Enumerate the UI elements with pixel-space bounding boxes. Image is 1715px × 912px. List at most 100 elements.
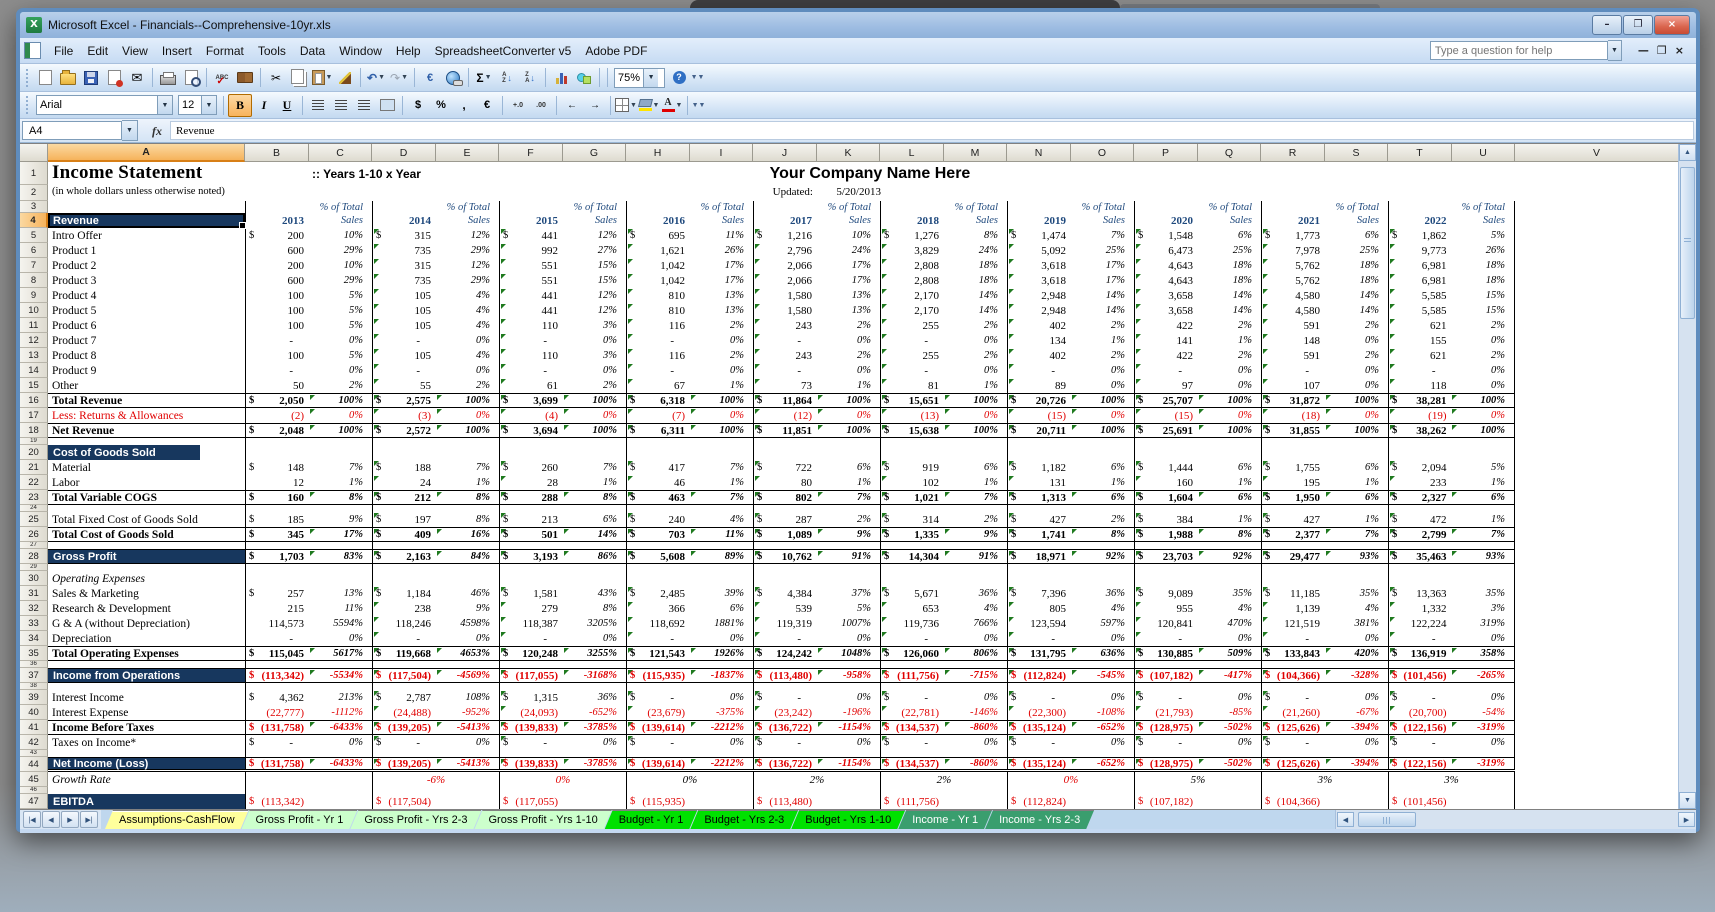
cell-pct[interactable]: 35% — [1198, 586, 1261, 601]
cell-value[interactable]: $ (128,975) — [1135, 721, 1198, 734]
cell-A29[interactable] — [48, 564, 245, 571]
cell-value[interactable]: 2017 — [754, 213, 817, 228]
cell-pct[interactable]: Sales — [1071, 213, 1134, 228]
cell-value[interactable] — [1262, 750, 1325, 757]
cell-pct[interactable] — [690, 787, 753, 794]
cell-value[interactable]: 591 — [1262, 318, 1325, 333]
cell-pct[interactable]: -6433% — [309, 758, 372, 769]
cell-pct[interactable] — [436, 564, 499, 571]
cell-value[interactable]: $441 — [500, 228, 563, 243]
cell-pct[interactable]: Sales — [690, 213, 753, 228]
cell-pct[interactable]: 100% — [1325, 424, 1388, 437]
cell-pct[interactable] — [1325, 683, 1388, 690]
cell-value[interactable]: (21,260) — [1262, 705, 1325, 720]
cell-value[interactable]: 67 — [627, 378, 690, 393]
cell-value[interactable]: $126,060 — [881, 647, 944, 660]
cell-value[interactable] — [1008, 787, 1071, 794]
cell-pct[interactable]: 0% — [944, 690, 1007, 705]
cell-value[interactable] — [373, 683, 436, 690]
cell-value[interactable]: $1,773 — [1262, 228, 1325, 243]
cell-value[interactable]: $4,384 — [754, 586, 817, 601]
cell-value[interactable]: 2022 — [1389, 213, 1451, 228]
cell-value[interactable]: 2,808 — [881, 273, 944, 288]
cell-growth-1[interactable]: -6% — [372, 772, 499, 787]
cell-pct[interactable]: % of Total — [817, 201, 880, 213]
cell-value[interactable]: 810 — [627, 303, 690, 318]
cell-A28[interactable]: Gross Profit — [48, 550, 245, 563]
cell-value[interactable] — [881, 564, 944, 571]
cell-value[interactable]: 195 — [1262, 475, 1325, 490]
name-box[interactable]: A4 — [22, 121, 122, 140]
cell-pct[interactable]: 0% — [1451, 735, 1514, 750]
cell-value[interactable]: $31,855 — [1262, 424, 1325, 437]
cell-value[interactable]: $31,872 — [1262, 394, 1325, 407]
cell-value[interactable]: $ (117,055) — [500, 794, 563, 809]
cell-pct[interactable] — [817, 661, 880, 668]
cell-A5[interactable]: Intro Offer — [48, 228, 245, 243]
cell-pct[interactable]: 636% — [1071, 647, 1134, 660]
cell-pct[interactable] — [817, 571, 880, 586]
cell-value[interactable]: $ - — [881, 735, 944, 750]
cell-value[interactable]: $ (139,833) — [500, 721, 563, 734]
cell-value[interactable] — [246, 750, 309, 757]
cell-pct[interactable]: 91% — [944, 550, 1007, 563]
cell-pct[interactable]: 7% — [1451, 528, 1514, 541]
cell-value[interactable]: $120,248 — [500, 647, 563, 660]
cell-value[interactable]: 243 — [754, 318, 817, 333]
cell-pct[interactable]: % of Total — [563, 201, 626, 213]
cell-A31[interactable]: Sales & Marketing — [48, 586, 245, 601]
cell-pct[interactable]: 8% — [563, 601, 626, 616]
cell-value[interactable]: 100 — [246, 318, 309, 333]
cell-value[interactable]: $1,862 — [1389, 228, 1451, 243]
row-header-39[interactable]: 39 — [20, 690, 48, 705]
cell-value[interactable]: $119,668 — [373, 647, 436, 660]
cell-pct[interactable] — [309, 542, 372, 549]
cell-value[interactable]: (2) — [246, 408, 309, 423]
cell-growth-7[interactable]: 5% — [1134, 772, 1261, 787]
cell-pct[interactable]: 0% — [1071, 690, 1134, 705]
cell-value[interactable]: $121,543 — [627, 647, 690, 660]
cell-pct[interactable]: 3255% — [563, 647, 626, 660]
cell-pct[interactable] — [309, 571, 372, 586]
cell-value[interactable]: - — [881, 363, 944, 378]
cell-value[interactable]: 3,658 — [1135, 288, 1198, 303]
cell-value[interactable]: $1,021 — [881, 491, 944, 504]
cell-pct[interactable]: 8% — [944, 228, 1007, 243]
cell-value[interactable]: (22,300) — [1008, 705, 1071, 720]
cell-pct[interactable]: 6% — [1198, 491, 1261, 504]
cell-value[interactable] — [627, 438, 690, 445]
cell-pct[interactable] — [944, 794, 1007, 809]
cell-value[interactable]: $ (136,722) — [754, 721, 817, 734]
cell-value[interactable] — [1262, 542, 1325, 549]
cell-pct[interactable]: 8% — [436, 512, 499, 527]
cell-value[interactable] — [1262, 683, 1325, 690]
bold-button[interactable]: B — [228, 93, 252, 117]
cell-value[interactable]: $345 — [246, 528, 309, 541]
cell-pct[interactable]: 0% — [1325, 735, 1388, 750]
cell-pct[interactable]: 1% — [690, 378, 753, 393]
cell-pct[interactable]: -146% — [944, 705, 1007, 720]
cell-value[interactable]: $802 — [754, 491, 817, 504]
cell-value[interactable]: 9,773 — [1389, 243, 1451, 258]
empty-cells[interactable] — [1515, 646, 1679, 661]
empty-cells[interactable] — [1515, 438, 1679, 445]
cell-value[interactable]: 2018 — [881, 213, 944, 228]
cell-pct[interactable]: -715% — [944, 669, 1007, 682]
cell-value[interactable]: 5,762 — [1262, 273, 1325, 288]
menu-item-adobe-pdf[interactable]: Adobe PDF — [585, 43, 648, 58]
cell-pct[interactable]: Sales — [944, 213, 1007, 228]
cell-value[interactable]: 653 — [881, 601, 944, 616]
empty-cells[interactable] — [1515, 601, 1679, 616]
column-header-O[interactable]: O — [1071, 144, 1134, 162]
cell-value[interactable]: 6,981 — [1389, 273, 1451, 288]
cell-pct[interactable]: 13% — [309, 586, 372, 601]
column-header-J[interactable]: J — [753, 144, 817, 162]
cell-A46[interactable] — [48, 787, 245, 794]
cell-value[interactable] — [1389, 571, 1451, 586]
cell-pct[interactable] — [1071, 505, 1134, 512]
cell-value[interactable]: (18) — [1262, 408, 1325, 423]
cell-pct[interactable] — [563, 787, 626, 794]
cell-value[interactable] — [500, 445, 563, 460]
cell-value[interactable]: 46 — [627, 475, 690, 490]
empty-cells[interactable] — [1515, 505, 1679, 512]
